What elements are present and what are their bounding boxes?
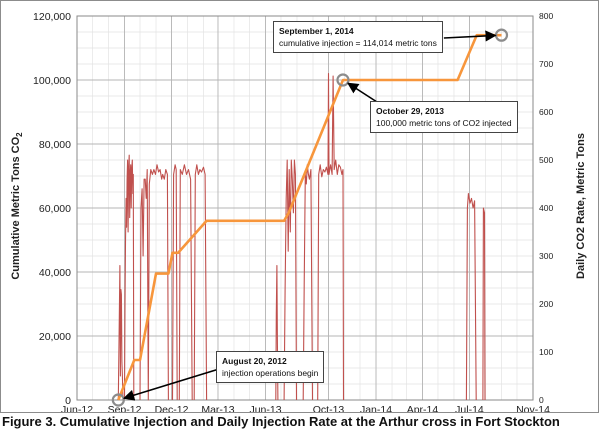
right-tick-label: 800 xyxy=(539,11,553,21)
right-axis-title: Daily CO2 Rate, Metric Tons xyxy=(575,133,587,279)
right-tick-label: 600 xyxy=(539,107,553,117)
plot-border xyxy=(76,15,534,401)
annotation-arrow xyxy=(122,368,218,401)
right-tick-label: 100 xyxy=(539,347,553,357)
left-tick-label: 20,000 xyxy=(39,331,71,343)
x-axis-ticks: Jun-12 Sep-12 Dec-12 Mar-13 Jun-13 Oct-13 Jan-… xyxy=(61,404,550,412)
x-tick-label: Apr-14 xyxy=(407,404,439,412)
daily-rate-line xyxy=(178,164,193,401)
figure-caption: Figure 3. Cumulative Injection and Daily… xyxy=(2,414,560,429)
daily-rate-line xyxy=(283,159,298,401)
annotation-aug-2012: August 20, 2012 injection operations beg… xyxy=(216,351,325,383)
x-tick-label: Nov-14 xyxy=(516,404,550,412)
annotation-title: October 29, 2013 xyxy=(376,106,445,116)
annotation-text: cumulative injection = 114,014 metric to… xyxy=(279,38,437,48)
left-axis-title: Cumulative Metric Tons CO2 xyxy=(10,132,24,280)
right-tick-label: 200 xyxy=(539,299,553,309)
annotation-marker-ring xyxy=(336,73,350,87)
daily-rate-line xyxy=(193,164,208,401)
right-axis-ticks: 0 100 200 300 400 500 600 700 800 xyxy=(539,11,553,405)
daily-rate-line xyxy=(117,265,124,401)
x-tick-label: Mar-13 xyxy=(201,404,234,412)
annotation-oct-2013: October 29, 2013 100,000 metric tons of … xyxy=(370,101,518,133)
x-tick-label: Jun-13 xyxy=(249,404,281,412)
annotation-arrows xyxy=(111,28,509,407)
x-tick-label: Jun-12 xyxy=(61,404,93,412)
x-tick-label: Oct-13 xyxy=(313,404,345,412)
daily-rate-line xyxy=(139,164,169,401)
chart-frame: 0 20,000 40,000 60,000 80,000 100,000 120,000 … xyxy=(0,0,599,413)
x-tick-label: Jul-14 xyxy=(455,404,484,412)
daily-rate-line xyxy=(123,154,135,401)
left-tick-label: 60,000 xyxy=(39,203,71,215)
dual-axis-chart: 020,00040,00060,00080,000100,000120,000 … xyxy=(10,11,587,412)
right-tick-label: 700 xyxy=(539,59,553,69)
annotation-title: September 1, 2014 xyxy=(279,26,354,36)
annotation-text: 100,000 metric tons of CO2 injected xyxy=(376,118,512,128)
right-tick-label: 400 xyxy=(539,203,553,213)
x-tick-label: Sep-12 xyxy=(108,404,142,412)
right-tick-label: 300 xyxy=(539,251,553,261)
left-tick-label: 40,000 xyxy=(39,267,71,279)
x-tick-label: Jan-14 xyxy=(360,404,392,412)
annotation-text: injection operations begin xyxy=(222,368,319,378)
series-layer xyxy=(117,33,502,401)
daily-rate-line xyxy=(482,207,486,401)
annotation-sep-2014: September 1, 2014 cumulative injection =… xyxy=(273,21,443,53)
left-tick-label: 0 xyxy=(65,395,71,407)
daily-rate-line xyxy=(171,164,178,401)
right-tick-label: 0 xyxy=(539,395,544,405)
left-tick-label: 80,000 xyxy=(39,139,71,151)
daily-rate-line xyxy=(465,193,477,401)
annotation-title: August 20, 2012 xyxy=(222,356,287,366)
left-tick-label: 100,000 xyxy=(33,75,71,87)
left-tick-label: 120,000 xyxy=(33,11,71,23)
right-tick-label: 500 xyxy=(539,155,553,165)
cumulative-injection-line xyxy=(117,33,502,401)
x-tick-label: Dec-12 xyxy=(155,404,189,412)
left-axis-ticks: 0 20,000 40,000 60,000 80,000 100,000 120,000 xyxy=(33,11,71,407)
daily-rate-line xyxy=(317,73,345,401)
annotation-arrow xyxy=(347,82,378,103)
annotation-arrow xyxy=(443,30,497,42)
